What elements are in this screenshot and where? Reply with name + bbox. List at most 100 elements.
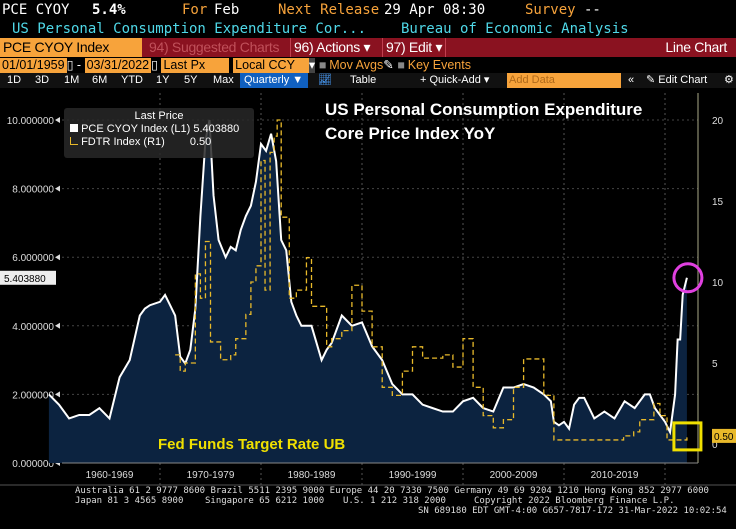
pencil-icon[interactable]: ✎ bbox=[383, 58, 394, 72]
tab-ytd[interactable]: YTD bbox=[121, 74, 143, 86]
legend-title: Last Price bbox=[134, 110, 184, 122]
tab-row: 1D 3D 1M 6M YTD 1Y 5Y Max Quarterly ▼ 📈︎… bbox=[0, 73, 736, 88]
pce-line bbox=[48, 119, 688, 436]
right-tick-label: 15 bbox=[712, 197, 724, 208]
toolbar: PCE CYOY Index 94) Suggested Charts 96) … bbox=[0, 38, 736, 57]
highlight-box bbox=[672, 421, 703, 452]
legend-value: 0.50 bbox=[189, 136, 212, 148]
table-button[interactable]: Table bbox=[350, 74, 377, 86]
right-tick-label: 0 bbox=[712, 440, 718, 451]
suggested-charts-button[interactable]: 94) Suggested Charts bbox=[149, 39, 280, 55]
security-input[interactable]: PCE CYOY Index bbox=[0, 38, 142, 57]
calendar-icon[interactable]: ▯ bbox=[66, 58, 74, 72]
legend-name: PCE CYOY Index bbox=[81, 123, 168, 135]
chevron-down-icon[interactable]: ▾ bbox=[308, 58, 316, 73]
line-chart-icon[interactable]: 📈︎ bbox=[318, 74, 332, 86]
start-date-input[interactable]: 01/01/1959 bbox=[0, 58, 67, 73]
survey-value: -- bbox=[584, 2, 601, 18]
pce-last-label: 5.403880 bbox=[4, 274, 46, 285]
last-value: 5.4% bbox=[92, 2, 126, 18]
left-tick-label: 6.000000 bbox=[12, 253, 54, 264]
chart-type-label: Line Chart bbox=[665, 39, 727, 55]
quick-add-label: + Quick-Add bbox=[420, 74, 481, 86]
legend-item-pce: PCE CYOY Index (L1) 5.403880 bbox=[64, 123, 254, 136]
tick-marker bbox=[55, 391, 60, 398]
frequency-label: Quarterly bbox=[244, 74, 290, 86]
tick-marker bbox=[55, 117, 60, 123]
tab-1m[interactable]: 1M bbox=[64, 74, 80, 86]
quick-add-button[interactable]: + Quick-Add ▾ bbox=[420, 74, 490, 86]
pce-swatch bbox=[70, 124, 78, 132]
legend-item-fdtr: FDTR Index (R1) 0.50 bbox=[64, 136, 254, 149]
tick-marker bbox=[55, 322, 60, 329]
description-row: US Personal Consumption Expenditure Cor.… bbox=[0, 20, 736, 38]
key-events-label: Key Events bbox=[407, 58, 471, 72]
legend-name: FDTR Index bbox=[81, 136, 141, 148]
left-tick-label: 0.000000 bbox=[12, 459, 54, 470]
description: US Personal Consumption Expenditure Cor.… bbox=[12, 21, 367, 37]
for-label: For bbox=[182, 2, 208, 18]
title-line-2: Core Price Index YoY bbox=[325, 124, 496, 143]
fdtr-swatch bbox=[70, 137, 78, 145]
tick-marker bbox=[55, 254, 60, 261]
gear-icon[interactable]: ⚙ bbox=[724, 74, 734, 86]
edit-button[interactable]: 97) Edit ▾ bbox=[382, 38, 447, 57]
left-tick-label: 4.000000 bbox=[12, 322, 54, 333]
pce-area bbox=[48, 120, 687, 463]
tab-max[interactable]: Max bbox=[213, 74, 234, 86]
fed-funds-annotation: Fed Funds Target Rate UB bbox=[158, 436, 346, 453]
source: Bureau of Economic Analysis bbox=[401, 21, 629, 37]
title-line-1: US Personal Consumption Expenditure bbox=[325, 100, 643, 119]
left-tick-label: 10.000000 bbox=[7, 116, 55, 127]
chart-title: US Personal Consumption Expenditure Core… bbox=[325, 98, 642, 146]
edit-label: 97) Edit bbox=[386, 39, 432, 55]
ticker: PCE CYOY bbox=[2, 2, 70, 18]
collapse-icon[interactable]: « bbox=[628, 74, 635, 86]
header-row: PCE CYOY 5.4% For Feb Next Release 29 Ap… bbox=[0, 0, 736, 20]
frequency-select[interactable]: Quarterly ▼ bbox=[240, 73, 308, 88]
actions-button[interactable]: 96) Actions ▾ bbox=[290, 38, 373, 57]
right-tick-label: 5 bbox=[712, 359, 718, 370]
x-tick-label: 1980-1989 bbox=[288, 470, 336, 481]
tab-6m[interactable]: 6M bbox=[92, 74, 108, 86]
calendar-icon[interactable]: ▯ bbox=[151, 58, 162, 72]
footer-copyright: Copyright 2022 Bloomberg Finance L.P. bbox=[474, 496, 675, 506]
settings-row: 01/01/1959 ▯ - 03/31/2022 ▯ Last Px Local C… bbox=[0, 58, 736, 73]
right-tick-label: 20 bbox=[712, 116, 724, 127]
tab-5y[interactable]: 5Y bbox=[184, 74, 198, 86]
highlight-circle bbox=[672, 262, 704, 294]
right-tick-label: 10 bbox=[712, 278, 724, 289]
end-date-input[interactable]: 03/31/2022 bbox=[84, 58, 152, 73]
tick-marker bbox=[55, 185, 60, 192]
edit-chart-button[interactable]: ✎ Edit Chart bbox=[646, 74, 708, 86]
for-value: Feb bbox=[214, 2, 240, 18]
x-tick-label: 1970-1979 bbox=[187, 470, 235, 481]
key-events-checkbox[interactable]: ■ bbox=[397, 58, 405, 72]
left-tick-label: 2.000000 bbox=[12, 390, 54, 401]
legend-axis: (L1) bbox=[170, 123, 191, 135]
x-tick-label: 1960-1969 bbox=[86, 470, 134, 481]
next-release-label: Next Release bbox=[278, 2, 380, 18]
mov-avgs-checkbox[interactable]: ■ bbox=[318, 58, 327, 72]
mov-avgs-label: Mov Avgs bbox=[329, 58, 384, 72]
footer-singapore: Singapore 65 6212 1000 bbox=[205, 496, 325, 506]
fdtr-line bbox=[175, 119, 688, 441]
tab-1d[interactable]: 1D bbox=[7, 74, 22, 86]
legend: Last Price PCE CYOY Index (L1) 5.403880 … bbox=[64, 108, 254, 158]
legend-axis: (R1) bbox=[143, 136, 165, 148]
next-release-value: 29 Apr 08:30 bbox=[384, 2, 486, 18]
tab-1y[interactable]: 1Y bbox=[156, 74, 170, 86]
field-select[interactable]: Last Px bbox=[161, 58, 230, 73]
footer-session: SN 689180 EDT GMT-4:00 G657-7817-172 31-… bbox=[418, 506, 727, 516]
x-tick-label: 1990-1999 bbox=[389, 470, 437, 481]
edit-chart-label: Edit Chart bbox=[658, 74, 708, 86]
x-tick-label: 2000-2009 bbox=[490, 470, 538, 481]
add-data-input[interactable]: Add Data bbox=[507, 73, 621, 88]
tab-3d[interactable]: 3D bbox=[35, 74, 50, 86]
survey-label: Survey bbox=[525, 2, 576, 18]
legend-value: 5.403880 bbox=[193, 123, 240, 135]
fdtr-last-label: 0.50 bbox=[714, 432, 734, 443]
actions-label: 96) Actions bbox=[294, 39, 360, 55]
currency-select[interactable]: Local CCY bbox=[233, 58, 309, 73]
x-tick-label: 2010-2019 bbox=[591, 470, 639, 481]
